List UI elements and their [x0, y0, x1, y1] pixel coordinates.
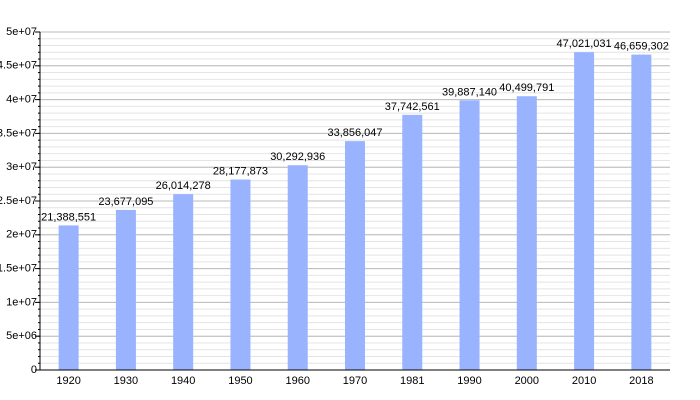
- y-tick-label: 3e+07: [6, 161, 37, 173]
- bar: [58, 225, 79, 370]
- x-tick-label: 1940: [171, 375, 195, 387]
- value-label: 30,292,936: [270, 151, 325, 163]
- y-tick-label: 0: [31, 364, 37, 376]
- x-tick-label: 1960: [285, 375, 309, 387]
- bar: [287, 165, 308, 370]
- x-tick-label: 1970: [343, 375, 367, 387]
- x-tick-label: 2010: [572, 375, 596, 387]
- y-tick-label: 3.5e+07: [0, 127, 37, 139]
- x-tick-label: 1920: [56, 375, 80, 387]
- y-tick-label: 5e+07: [6, 26, 37, 38]
- value-label: 28,177,873: [213, 165, 268, 177]
- value-label: 40,499,791: [499, 82, 554, 94]
- value-label: 47,021,031: [557, 38, 612, 50]
- bar: [402, 114, 423, 370]
- y-tick-label: 4.5e+07: [0, 60, 37, 72]
- y-tick-label: 2e+07: [6, 229, 37, 241]
- value-label: 23,677,095: [98, 196, 153, 208]
- value-label: 21,388,551: [41, 211, 96, 223]
- bar: [459, 100, 480, 371]
- y-tick-label: 4e+07: [6, 94, 37, 106]
- bar: [631, 54, 652, 370]
- x-tick-label: 2018: [629, 375, 653, 387]
- bar: [115, 209, 136, 370]
- bar: [516, 96, 537, 371]
- y-tick-label: 5e+06: [6, 330, 37, 342]
- value-label: 39,887,140: [442, 86, 497, 98]
- value-label: 46,659,302: [614, 40, 669, 52]
- x-tick-label: 2000: [515, 375, 539, 387]
- value-label: 26,014,278: [156, 180, 211, 192]
- y-tick-label: 2.5e+07: [0, 195, 37, 207]
- value-label: 33,856,047: [327, 127, 382, 139]
- bar: [574, 52, 595, 371]
- value-label: 37,742,561: [385, 101, 440, 113]
- x-tick-label: 1950: [228, 375, 252, 387]
- bar: [230, 179, 251, 370]
- y-tick-label: 1.5e+07: [0, 263, 37, 275]
- y-tick-label: 1e+07: [6, 296, 37, 308]
- x-tick-label: 1930: [114, 375, 138, 387]
- x-tick-label: 1981: [400, 375, 424, 387]
- bar: [173, 194, 194, 370]
- bar: [345, 141, 365, 370]
- x-tick-label: 1990: [457, 375, 481, 387]
